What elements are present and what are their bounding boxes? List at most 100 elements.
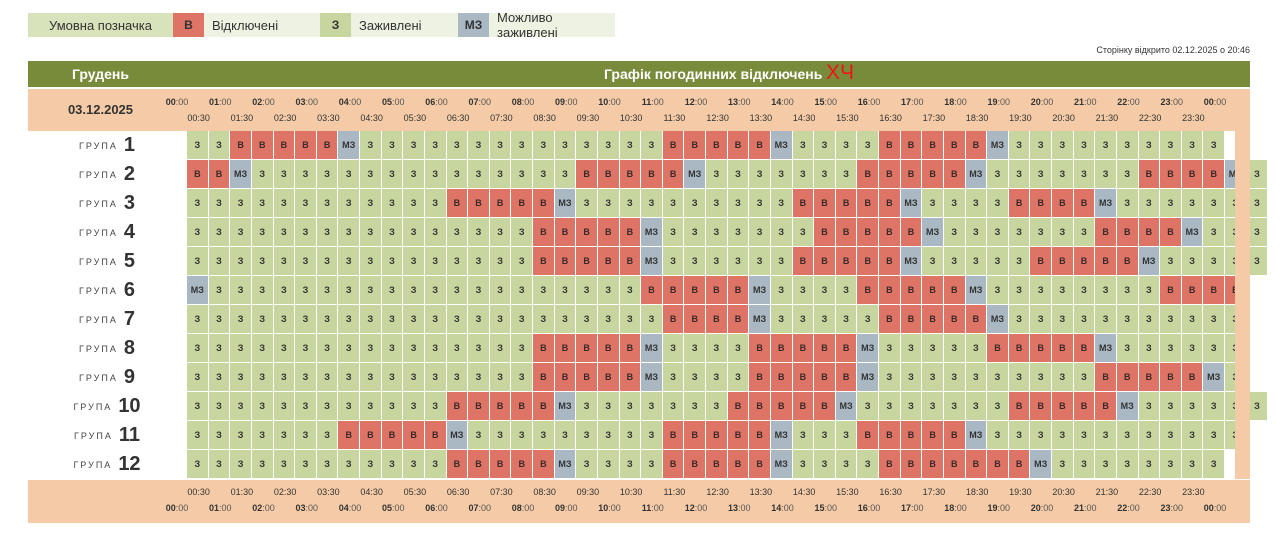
row-end-pad <box>1235 450 1250 479</box>
status-cell: З <box>251 218 273 246</box>
status-cell: З <box>424 247 446 275</box>
hour-tick: 07:00 <box>468 503 492 513</box>
status-cell: З <box>987 363 1008 391</box>
status-cell: З <box>943 392 965 420</box>
group-label: ГРУПА 9 <box>28 363 186 392</box>
status-cell: З <box>1160 189 1181 217</box>
legend-title: Умовна позначка <box>28 13 173 37</box>
group-row: ГРУПА 7 З З З З З З З З З З З З З З З З З З З З З З В В В В МЗ З З З З З В… <box>28 305 1250 334</box>
status-cell: З <box>360 276 381 304</box>
status-cell: З <box>1073 305 1095 333</box>
status-cell: В <box>965 305 987 333</box>
status-cell: В <box>576 247 597 275</box>
status-cell: З <box>597 276 619 304</box>
status-cell: З <box>965 334 987 362</box>
status-cell: З <box>597 392 619 420</box>
status-cell: В <box>749 392 770 420</box>
half-hour-tick: 23:30 <box>1182 487 1205 497</box>
status-cell: В <box>706 276 727 304</box>
half-hour-tick: 09:30 <box>576 487 600 497</box>
status-cell: В <box>533 218 554 246</box>
status-cell: З <box>1052 421 1073 449</box>
status-cell: З <box>900 392 922 420</box>
status-cell: З <box>273 421 295 449</box>
hour-tick: 00:00 <box>1203 97 1227 107</box>
status-cell: З <box>295 450 316 478</box>
status-cell: З <box>576 421 597 449</box>
half-hour-tick: 14:30 <box>792 487 816 497</box>
status-cell: В <box>900 305 922 333</box>
status-cell: З <box>468 247 489 275</box>
status-cell: В <box>208 160 230 188</box>
status-cell: В <box>619 363 641 391</box>
status-cell: В <box>576 160 597 188</box>
status-cell: З <box>489 131 511 159</box>
half-hour-tick: 04:30 <box>360 487 383 497</box>
status-cell: З <box>576 276 597 304</box>
status-cell: В <box>922 160 943 188</box>
status-cell: З <box>943 189 965 217</box>
status-cell: З <box>1052 305 1073 333</box>
status-cell: В <box>446 189 468 217</box>
status-cell: З <box>987 189 1008 217</box>
status-cell: В <box>316 131 338 159</box>
status-cell: З <box>943 334 965 362</box>
status-cell: В <box>792 363 814 391</box>
status-cell: З <box>468 131 489 159</box>
group-word: ГРУПА <box>79 372 118 383</box>
status-cell: З <box>965 218 987 246</box>
status-cell: В <box>943 305 965 333</box>
half-hour-tick: 12:30 <box>706 487 729 497</box>
row-end-pad <box>1235 392 1250 421</box>
status-cell: З <box>316 218 338 246</box>
legend-label-maybe: Можливо заживлені <box>489 10 615 40</box>
status-cell: З <box>381 218 403 246</box>
status-cell: З <box>489 421 511 449</box>
group-row: ГРУПА 5 З З З З З З З З З З З З З З З З В В В В В МЗ З З З З З З В В В В В… <box>28 247 1268 276</box>
group-word: ГРУПА <box>79 169 118 180</box>
status-cell: З <box>360 218 381 246</box>
status-cell: В <box>1138 218 1160 246</box>
hour-tick: 05:00 <box>381 503 405 513</box>
status-cell: З <box>706 247 727 275</box>
status-cell: З <box>835 450 857 478</box>
status-cell: МЗ <box>749 305 770 333</box>
status-cell: В <box>814 247 835 275</box>
group-row: ГРУПА 11 З З З З З З З В В В В В МЗ З З З З З З З З З В В В В В МЗ З З З… <box>28 421 1250 450</box>
status-cell: В <box>943 131 965 159</box>
status-cell: З <box>1246 189 1268 217</box>
time-axis-top: 03.12.2025 00:00 01:00 02:00 03:00 04:00 05:0… <box>28 89 1250 131</box>
status-cell: МЗ <box>1095 189 1116 217</box>
status-cell: З <box>900 363 922 391</box>
status-cell: В <box>533 247 554 275</box>
group-label: ГРУПА 12 <box>28 450 186 479</box>
status-cell: З <box>1008 363 1030 391</box>
status-cell: В <box>187 160 208 188</box>
status-cell: МЗ <box>338 131 359 159</box>
status-cell: З <box>208 421 230 449</box>
status-cell: В <box>835 218 857 246</box>
half-hour-tick: 05:30 <box>403 487 427 497</box>
hour-tick: 07:00 <box>468 97 492 107</box>
group-number: 6 <box>123 279 135 301</box>
status-cell: З <box>381 363 403 391</box>
status-cell: З <box>381 392 403 420</box>
status-cell: В <box>943 421 965 449</box>
status-cell: З <box>446 218 468 246</box>
status-cell: З <box>1116 276 1138 304</box>
status-cell: З <box>943 218 965 246</box>
status-cell: З <box>597 450 619 478</box>
status-cell: МЗ <box>1030 450 1051 478</box>
hour-tick: 23:00 <box>1160 503 1184 513</box>
status-cell: З <box>1138 131 1160 159</box>
status-cell: З <box>251 276 273 304</box>
status-cell: З <box>489 160 511 188</box>
status-cell: З <box>424 276 446 304</box>
half-hour-tick: 09:30 <box>576 113 600 123</box>
status-cell: З <box>489 247 511 275</box>
status-cell: З <box>1052 363 1073 391</box>
status-cell: В <box>922 276 943 304</box>
status-cell: З <box>619 189 641 217</box>
legend-item-maybe: МЗ Можливо заживлені <box>458 10 615 40</box>
status-cell: З <box>835 131 857 159</box>
